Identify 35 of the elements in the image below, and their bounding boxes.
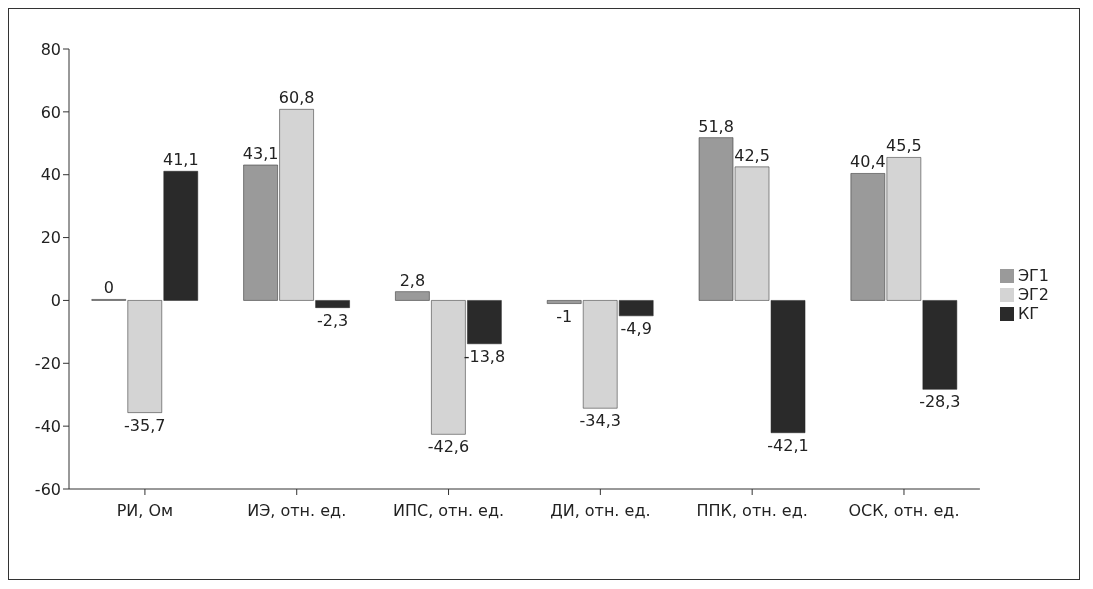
x-tick-label: ППК, отн. ед.	[696, 501, 808, 521]
data-label: 41,1	[162, 150, 199, 170]
data-label: -42,1	[767, 435, 809, 455]
data-label: 45,5	[886, 136, 922, 156]
data-label: 51,8	[698, 116, 734, 136]
x-tick-label: ОСК, отн. ед.	[848, 501, 960, 521]
data-label: -13,8	[463, 346, 506, 366]
data-label: -2,3	[316, 310, 349, 330]
data-label: 42,5	[734, 145, 770, 165]
y-tick-label: 60	[40, 102, 61, 122]
y-tick-label: 40	[40, 165, 61, 185]
legend-label: ЭГ2	[1017, 284, 1049, 304]
data-label: -42,6	[427, 437, 470, 457]
data-label: 2,8	[399, 270, 426, 290]
x-tick-label: РИ, Ом	[116, 501, 174, 521]
data-label: -35,7	[124, 415, 166, 435]
data-label: 43,1	[242, 143, 279, 163]
y-tick-label: 0	[50, 291, 61, 311]
x-tick-label: ИПС, отн. ед.	[393, 501, 505, 521]
data-label: -28,3	[919, 392, 961, 412]
legend-label: ЭГ1	[1017, 265, 1049, 285]
data-label: -1	[556, 306, 573, 326]
y-tick-label: -20	[34, 353, 61, 373]
y-tick-label: 80	[40, 39, 61, 59]
y-tick-label: -60	[34, 479, 61, 499]
legend-label: КГ	[1017, 303, 1040, 323]
data-label: -4,9	[620, 318, 652, 338]
data-label: 40,4	[850, 152, 886, 172]
data-label: -34,3	[579, 411, 621, 431]
data-label: 60,8	[278, 88, 315, 108]
data-label: 0	[103, 278, 114, 298]
x-tick-label: ИЭ, отн. ед.	[247, 501, 347, 521]
x-tick-label: ДИ, отн. ед.	[550, 501, 651, 521]
y-tick-label: -40	[34, 416, 61, 436]
y-tick-label: 20	[40, 228, 61, 248]
